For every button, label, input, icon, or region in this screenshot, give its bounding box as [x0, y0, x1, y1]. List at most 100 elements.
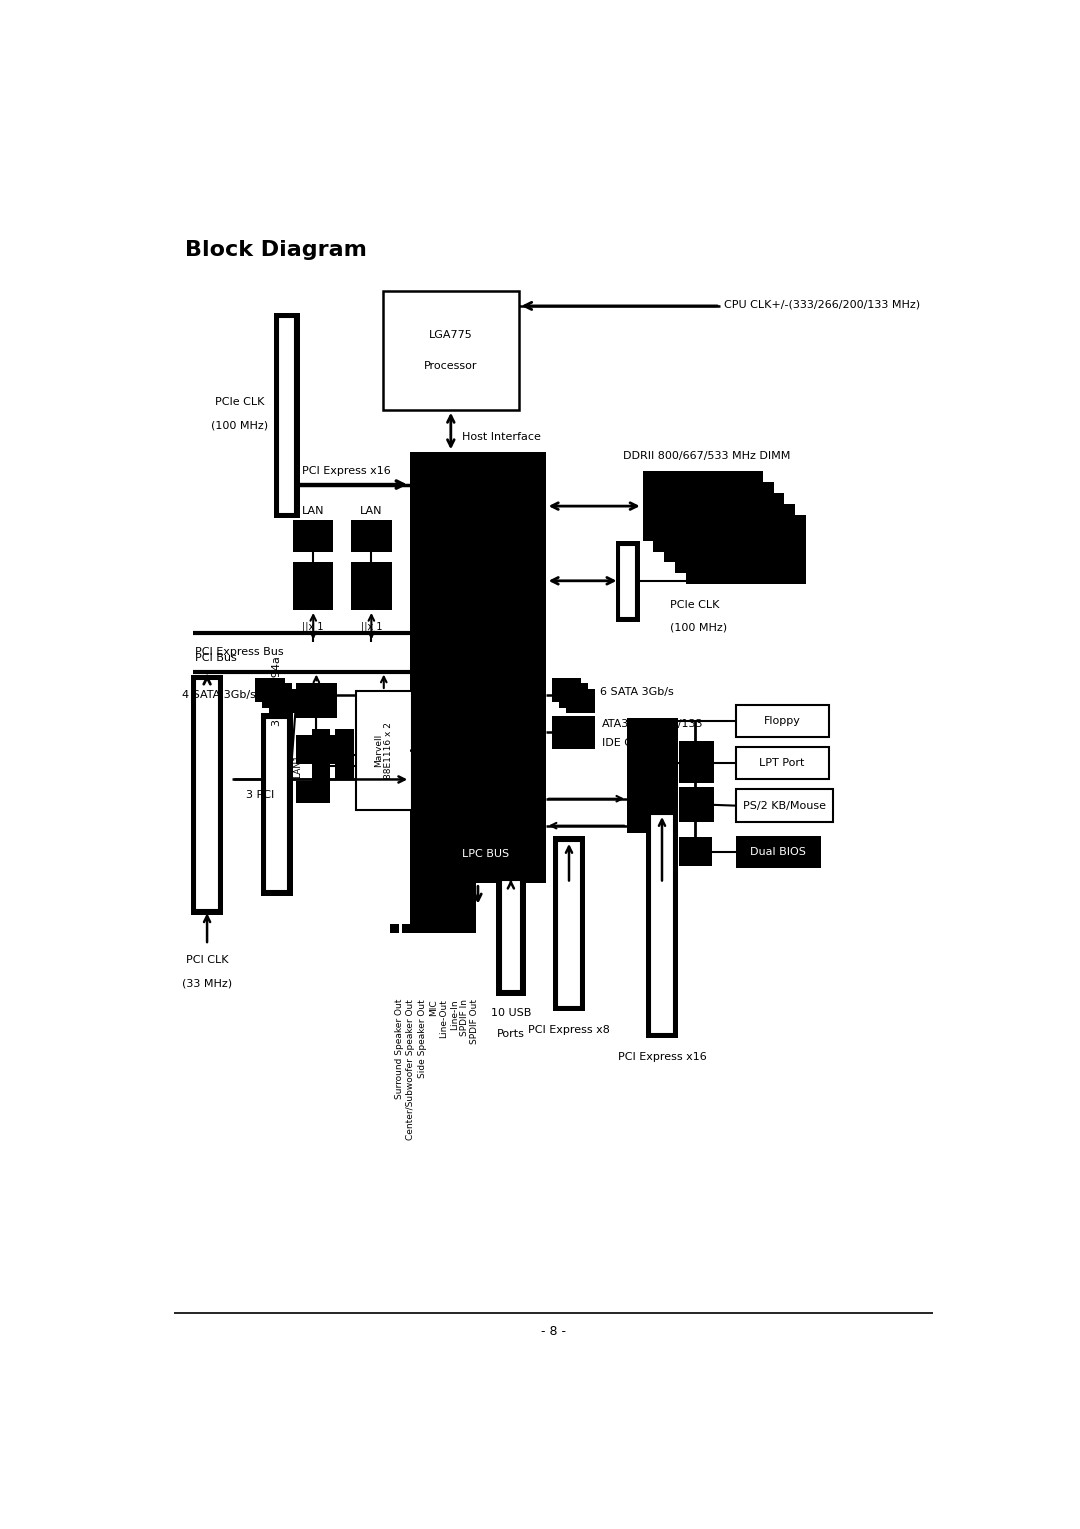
Text: Marvell
88E1116 x 2: Marvell 88E1116 x 2 [374, 722, 393, 778]
Bar [191, 674, 224, 914]
Bar [383, 291, 518, 410]
Bar [410, 722, 545, 884]
Text: 3 IEEE1394a: 3 IEEE1394a [272, 656, 282, 726]
Text: Host Interface: Host Interface [462, 431, 541, 442]
Text: DDRII 800/667/533 MHz DIMM: DDRII 800/667/533 MHz DIMM [623, 451, 791, 462]
Bar [675, 503, 795, 573]
Bar [643, 471, 762, 541]
Bar [616, 541, 640, 622]
Text: SPDIF In: SPDIF In [460, 998, 469, 1037]
Text: IDE Channel: IDE Channel [603, 737, 671, 748]
Bar [351, 520, 392, 552]
Bar [465, 924, 474, 934]
Text: ||x 1: ||x 1 [361, 622, 382, 633]
Text: PCI Bus: PCI Bus [195, 653, 238, 662]
Bar [619, 544, 636, 618]
Text: LPC BUS: LPC BUS [462, 849, 510, 859]
Bar [335, 729, 353, 780]
Text: 3 PCI: 3 PCI [246, 790, 274, 800]
Bar [410, 861, 476, 934]
Text: (100 MHz): (100 MHz) [670, 622, 727, 633]
Text: Ports: Ports [497, 1029, 525, 1038]
Bar [293, 563, 334, 610]
Text: PCIe CLK: PCIe CLK [215, 398, 265, 407]
Bar [557, 841, 581, 1006]
Bar [414, 924, 422, 934]
Bar [559, 683, 589, 708]
Bar [552, 716, 595, 749]
Bar [679, 838, 712, 867]
Bar [646, 809, 678, 1038]
Bar [735, 748, 828, 780]
Text: - 8 -: - 8 - [541, 1326, 566, 1338]
Bar [679, 787, 714, 821]
Bar [296, 683, 337, 717]
Bar [255, 677, 284, 702]
Bar [664, 492, 784, 563]
Text: (33 MHz): (33 MHz) [183, 979, 232, 989]
Bar [653, 482, 773, 552]
Bar [195, 679, 218, 910]
Bar [445, 924, 454, 934]
Text: Block Diagram: Block Diagram [186, 240, 367, 260]
Bar [426, 924, 434, 934]
Text: Processor: Processor [424, 361, 477, 370]
Bar [262, 683, 292, 708]
Bar [679, 742, 714, 783]
Bar [279, 318, 296, 514]
Text: Floppy: Floppy [764, 716, 800, 726]
Bar [735, 705, 828, 737]
Bar [296, 735, 337, 764]
Bar [260, 713, 293, 896]
Text: Line-Out: Line-Out [440, 998, 448, 1038]
Text: Dual BIOS: Dual BIOS [751, 847, 806, 856]
Bar [456, 924, 464, 934]
Text: 1 PCI Express x1: 1 PCI Express x1 [643, 528, 734, 538]
Bar [390, 924, 399, 934]
Text: PCI CLK: PCI CLK [186, 956, 228, 965]
Bar [627, 717, 677, 833]
Text: Center/Subwoofer Speaker Out: Center/Subwoofer Speaker Out [406, 998, 415, 1139]
Text: LAN1: LAN1 [294, 754, 302, 778]
Text: 10 USB: 10 USB [490, 1008, 531, 1018]
Bar [296, 781, 318, 803]
Text: PCI Express Bus: PCI Express Bus [195, 647, 284, 657]
Bar [269, 688, 298, 713]
Bar [686, 515, 806, 584]
Text: PS/2 KB/Mouse: PS/2 KB/Mouse [743, 801, 826, 810]
Text: LPT Port: LPT Port [759, 758, 805, 768]
Bar [351, 563, 392, 610]
Text: MIC: MIC [430, 998, 438, 1015]
Bar [410, 453, 545, 722]
Text: PCI Express x16: PCI Express x16 [618, 1052, 706, 1061]
Bar [312, 729, 330, 803]
Text: ||x 1: ||x 1 [302, 622, 324, 633]
Bar [650, 813, 674, 1034]
Text: Surround Speaker Out: Surround Speaker Out [394, 998, 404, 1099]
Text: PCIe CLK: PCIe CLK [670, 599, 719, 610]
Text: ATA33/66/100/133: ATA33/66/100/133 [603, 719, 704, 729]
Bar [735, 836, 821, 868]
Bar [552, 677, 581, 702]
Bar [496, 875, 526, 995]
Bar [435, 924, 444, 934]
Bar [273, 313, 300, 518]
Bar [402, 924, 410, 934]
Text: Line-In: Line-In [449, 998, 459, 1029]
Text: (100 MHz): (100 MHz) [211, 420, 268, 430]
Bar [501, 879, 521, 991]
Text: LGA775: LGA775 [429, 330, 473, 339]
Bar [553, 836, 585, 1011]
Bar [266, 717, 288, 891]
Text: LAN: LAN [302, 506, 324, 515]
Text: Side Speaker Out: Side Speaker Out [418, 998, 427, 1078]
Bar [356, 691, 411, 810]
Text: 6 SATA 3Gb/s: 6 SATA 3Gb/s [600, 688, 674, 697]
Text: SPDIF Out: SPDIF Out [470, 998, 478, 1044]
Text: 4 SATA 3Gb/s: 4 SATA 3Gb/s [181, 690, 255, 700]
Bar [566, 688, 595, 713]
Text: LAN: LAN [360, 506, 382, 515]
Text: LAN2: LAN2 [316, 743, 326, 766]
Bar [735, 789, 833, 821]
Text: CPU CLK+/-(333/266/200/133 MHz): CPU CLK+/-(333/266/200/133 MHz) [724, 300, 920, 309]
